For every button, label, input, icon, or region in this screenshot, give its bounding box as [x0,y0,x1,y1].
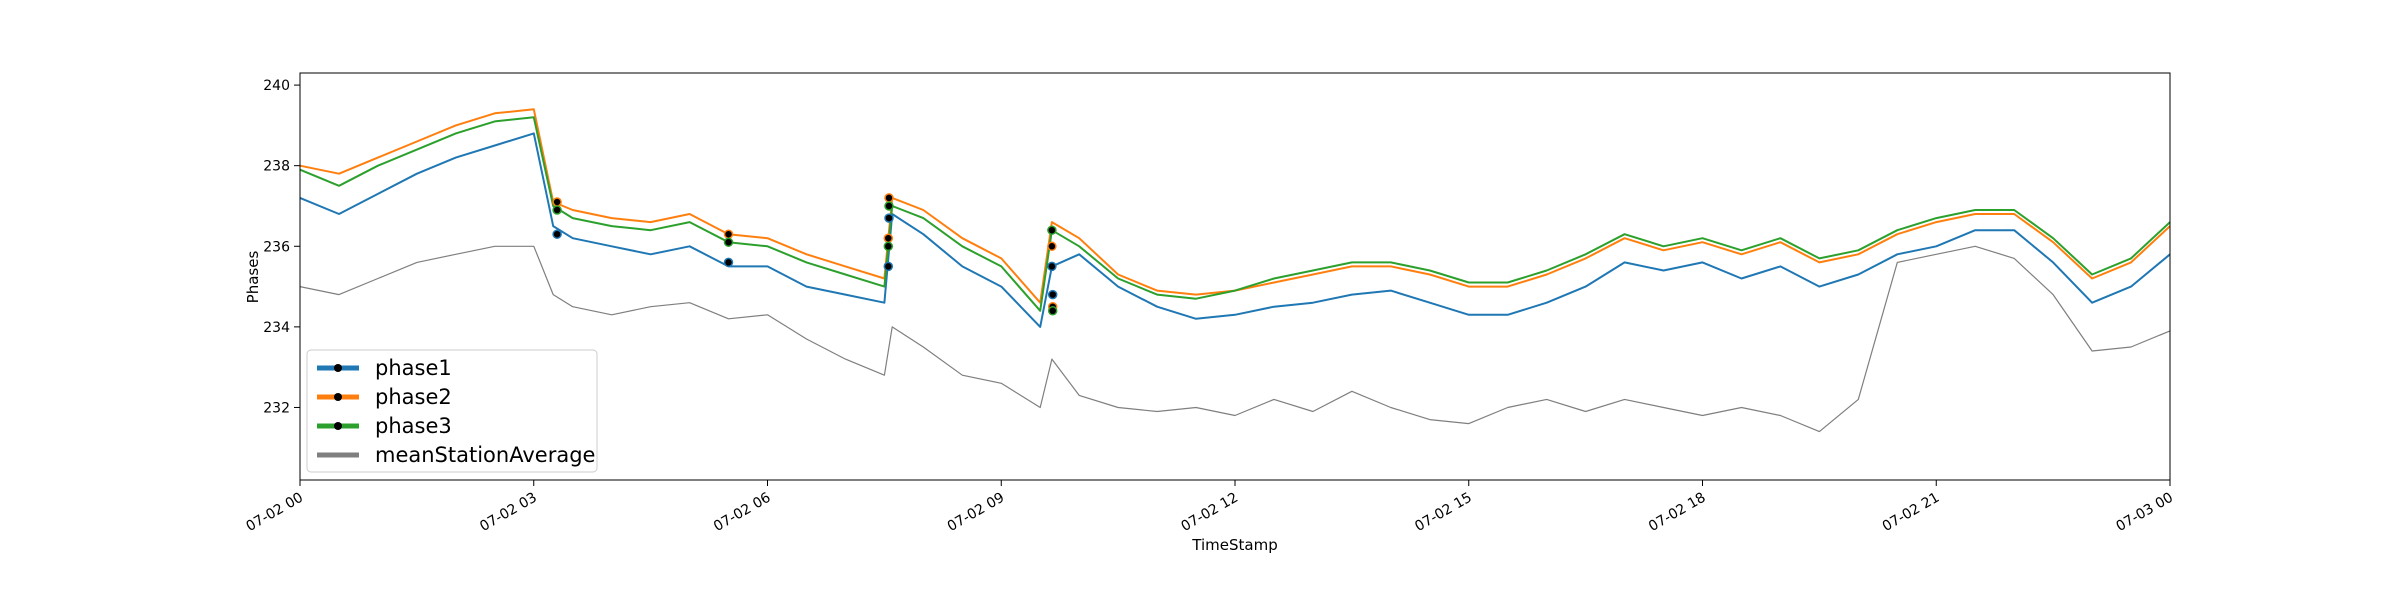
series-line-meanStationAverage [299,245,2171,433]
y-tick-label-3: 238 [263,159,290,175]
series-line-phase2 [299,108,2171,304]
marker-phase1-2 [883,261,894,272]
marker-phase2-2 [883,233,894,243]
y-axis-label: Phases [244,251,262,304]
y-tick-label-1: 234 [263,320,290,336]
marker-phase3-3 [884,201,894,211]
marker-phase1-1 [723,257,734,268]
marker-phase1-4 [1047,261,1057,272]
marker-phase3-5 [1047,306,1058,316]
marker-phase3-4 [1047,225,1057,235]
legend-label-meanStationAverage: meanStationAverage [375,443,595,467]
y-tick-label-2: 236 [263,239,290,255]
marker-phase2-4 [1047,241,1057,252]
legend-marker-phase3 [334,422,342,430]
x-axis-label: TimeStamp [1191,536,1277,554]
marker-phase3-2 [883,241,894,252]
series-line-phase1 [299,132,2171,328]
y-tick-label-4: 240 [263,78,290,94]
marker-phase1-3 [884,213,894,223]
marker-layer [552,193,1058,316]
marker-phase1-0 [552,229,562,239]
legend: phase1 phase2 phase3 meanStationAverage [306,349,598,473]
marker-phase3-1 [723,237,734,247]
marker-phase2-3 [884,193,894,203]
legend-label-phase3: phase3 [375,414,452,438]
series-layer [299,108,2171,433]
legend-marker-phase2 [334,393,342,401]
marker-phase2-1 [723,229,734,239]
legend-box [306,349,598,473]
marker-phase2-0 [552,197,562,207]
marker-phase1-5 [1047,289,1058,300]
legend-marker-phase1 [334,364,342,372]
marker-phase3-0 [552,205,562,215]
series-line-phase3 [299,116,2171,312]
legend-label-phase2: phase2 [375,385,452,409]
y-tick-label-0: 232 [263,400,290,416]
y-axis: 232 234 236 238 240 [263,78,300,416]
legend-label-phase1: phase1 [375,356,452,380]
